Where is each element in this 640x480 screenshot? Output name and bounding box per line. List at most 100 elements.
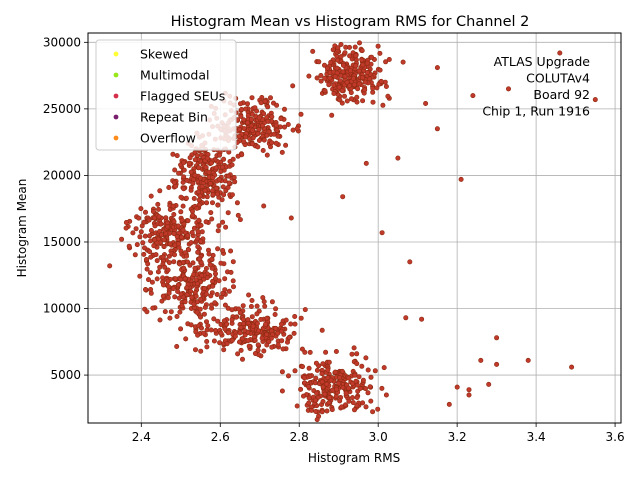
data-point bbox=[210, 200, 216, 206]
data-point bbox=[307, 349, 313, 355]
data-point bbox=[172, 294, 178, 300]
data-point bbox=[383, 84, 389, 90]
data-point bbox=[379, 230, 385, 236]
data-point bbox=[350, 400, 356, 406]
data-point bbox=[306, 73, 312, 79]
chart-title: Histogram Mean vs Histogram RMS for Chan… bbox=[171, 14, 530, 30]
data-point bbox=[370, 409, 376, 415]
data-point bbox=[345, 385, 351, 391]
data-point bbox=[140, 240, 146, 246]
data-point bbox=[166, 284, 172, 290]
data-point bbox=[137, 234, 143, 240]
data-point bbox=[336, 375, 342, 381]
data-point bbox=[188, 240, 194, 246]
data-point bbox=[238, 347, 244, 353]
y-axis-label: Histogram Mean bbox=[15, 179, 29, 278]
data-point bbox=[171, 212, 177, 218]
data-point bbox=[240, 316, 246, 322]
data-point bbox=[156, 214, 162, 220]
data-point bbox=[325, 367, 331, 373]
data-point bbox=[329, 407, 335, 413]
data-point bbox=[403, 315, 409, 321]
legend: Skewed Multimodal Flagged SEUs Repeat Bin Ov… bbox=[95, 39, 237, 151]
data-point bbox=[175, 288, 181, 294]
data-point bbox=[264, 315, 270, 321]
data-point bbox=[352, 372, 358, 378]
data-point bbox=[181, 265, 187, 271]
data-point bbox=[301, 375, 307, 381]
data-point bbox=[292, 313, 298, 319]
data-point bbox=[505, 86, 511, 92]
data-point bbox=[356, 68, 362, 74]
data-point bbox=[174, 313, 180, 319]
data-point bbox=[239, 107, 245, 113]
data-point bbox=[339, 404, 345, 410]
data-point bbox=[196, 217, 202, 223]
data-point bbox=[210, 192, 216, 198]
data-point bbox=[195, 249, 201, 255]
data-point bbox=[193, 293, 199, 299]
data-point bbox=[186, 247, 192, 253]
data-point bbox=[249, 127, 255, 133]
data-point bbox=[152, 237, 158, 243]
data-point bbox=[177, 261, 183, 267]
data-point bbox=[133, 226, 139, 232]
data-point bbox=[216, 278, 222, 284]
data-point bbox=[275, 330, 281, 336]
data-point bbox=[352, 44, 358, 50]
data-point bbox=[171, 259, 177, 265]
data-point bbox=[168, 309, 174, 315]
data-point bbox=[454, 384, 460, 390]
data-point bbox=[283, 142, 289, 148]
data-point bbox=[264, 331, 270, 337]
data-point bbox=[210, 175, 216, 181]
data-point bbox=[148, 228, 154, 234]
data-point bbox=[199, 229, 205, 235]
data-point bbox=[351, 345, 357, 351]
data-point bbox=[486, 381, 492, 387]
data-point bbox=[569, 364, 575, 370]
data-point bbox=[525, 357, 531, 363]
data-point bbox=[306, 395, 312, 401]
data-point bbox=[365, 390, 371, 396]
data-point bbox=[242, 328, 248, 334]
data-point bbox=[240, 356, 246, 362]
data-point bbox=[235, 212, 241, 218]
data-point bbox=[209, 256, 215, 262]
data-point bbox=[344, 98, 350, 104]
data-point bbox=[332, 369, 338, 375]
data-point bbox=[273, 325, 279, 331]
data-point bbox=[294, 126, 300, 132]
data-point bbox=[203, 164, 209, 170]
data-point bbox=[246, 343, 252, 349]
data-point bbox=[213, 165, 219, 171]
data-point bbox=[274, 102, 280, 108]
data-point bbox=[326, 359, 332, 365]
data-point bbox=[180, 203, 186, 209]
data-point bbox=[346, 375, 352, 381]
data-point bbox=[305, 383, 311, 389]
data-point bbox=[434, 126, 440, 132]
data-point bbox=[269, 299, 275, 305]
data-point bbox=[225, 210, 231, 216]
data-point bbox=[221, 156, 227, 162]
data-point bbox=[187, 262, 193, 268]
data-point bbox=[217, 340, 223, 346]
data-point bbox=[123, 225, 129, 231]
data-point bbox=[147, 233, 153, 239]
data-point bbox=[119, 236, 125, 242]
data-point bbox=[191, 301, 197, 307]
data-point bbox=[259, 335, 265, 341]
data-point bbox=[171, 180, 177, 186]
data-point bbox=[204, 200, 210, 206]
data-point bbox=[191, 196, 197, 202]
data-point bbox=[246, 292, 252, 298]
data-point bbox=[155, 201, 161, 207]
data-point bbox=[184, 253, 190, 259]
data-point bbox=[298, 315, 304, 321]
data-point bbox=[249, 116, 255, 122]
data-point bbox=[195, 244, 201, 250]
data-point bbox=[184, 285, 190, 291]
data-point bbox=[249, 297, 255, 303]
